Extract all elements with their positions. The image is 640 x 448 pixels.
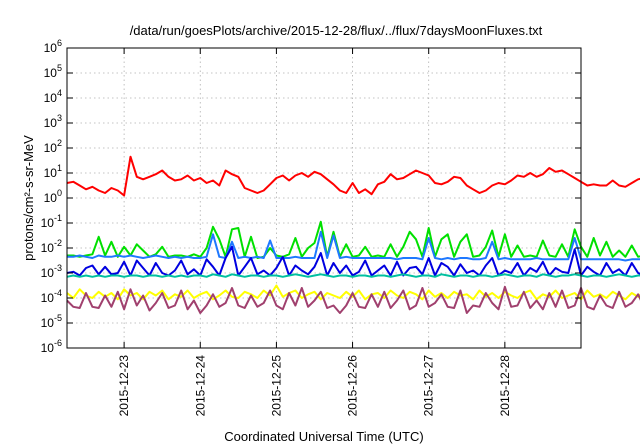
x-tick-label: 2015-12-26 — [346, 355, 360, 417]
y-tick-label: 10-6 — [41, 338, 62, 355]
y-tick-base: 10 — [44, 191, 58, 205]
y-tick-label: 101 — [44, 163, 62, 180]
x-tick-label: 2015-12-27 — [422, 355, 436, 417]
y-tick-label: 10-4 — [41, 288, 62, 305]
y-tick-base: 10 — [44, 166, 58, 180]
series-line-1 — [66, 155, 640, 197]
series-line-5 — [66, 273, 640, 278]
series-line-4 — [66, 245, 640, 277]
x-tick-labels: 2015-12-23 2015-12-24 2015-12-25 2015-12-26… — [117, 355, 512, 417]
y-tick-exponent: -5 — [54, 313, 62, 323]
y-tick-exponent: -3 — [54, 263, 62, 273]
series-line-7 — [66, 285, 640, 314]
y-tick-label: 10-3 — [41, 263, 62, 280]
y-tick-exponent: -1 — [54, 213, 62, 223]
chart-title: /data/run/goesPlots/archive/2015-12-28/f… — [130, 23, 543, 38]
y-tick-base: 10 — [41, 216, 55, 230]
y-tick-base: 10 — [41, 241, 55, 255]
y-tick-label: 102 — [44, 138, 62, 155]
y-tick-label: 10-1 — [41, 213, 62, 230]
y-tick-exponent: 1 — [57, 163, 62, 173]
series-line-3 — [67, 230, 640, 262]
y-tick-exponent: -6 — [54, 338, 62, 348]
y-tick-exponent: 5 — [57, 63, 62, 73]
y-tick-label: 106 — [44, 38, 62, 55]
y-tick-exponent: 0 — [57, 188, 62, 198]
grid — [67, 48, 581, 348]
y-tick-label: 100 — [44, 188, 62, 205]
x-tick-label: 2015-12-28 — [498, 355, 512, 417]
y-tick-base: 10 — [44, 116, 58, 130]
y-tick-base: 10 — [44, 91, 58, 105]
x-tick-label: 2015-12-25 — [269, 355, 283, 417]
y-tick-base: 10 — [41, 316, 55, 330]
y-tick-exponent: 2 — [57, 138, 62, 148]
x-tick-label: 2015-12-23 — [117, 355, 131, 417]
y-tick-label: 105 — [44, 63, 62, 80]
y-tick-exponent: 3 — [57, 113, 62, 123]
y-tick-label: 10-2 — [41, 238, 62, 255]
y-tick-exponent: 6 — [57, 38, 62, 48]
y-tick-label: 103 — [44, 113, 62, 130]
y-tick-exponent: -4 — [54, 288, 62, 298]
y-tick-base: 10 — [44, 41, 58, 55]
y-tick-base: 10 — [44, 66, 58, 80]
y-tick-base: 10 — [44, 141, 58, 155]
y-tick-base: 10 — [41, 291, 55, 305]
y-tick-base: 10 — [41, 266, 55, 280]
x-tick-label: 2015-12-24 — [193, 355, 207, 417]
y-axis-label: protons/cm²-s-sr-MeV — [21, 135, 36, 261]
y-tick-labels: 10-610-510-410-310-210-11001011021031041… — [41, 38, 62, 355]
ticks — [67, 47, 581, 349]
x-axis-label: Coordinated Universal Time (UTC) — [224, 429, 423, 444]
series-line-2 — [67, 220, 640, 259]
y-tick-exponent: 4 — [57, 88, 62, 98]
series-group — [66, 155, 640, 314]
y-tick-label: 10-5 — [41, 313, 62, 330]
y-tick-label: 104 — [44, 88, 62, 105]
y-tick-base: 10 — [41, 341, 55, 355]
y-tick-exponent: -2 — [54, 238, 62, 248]
